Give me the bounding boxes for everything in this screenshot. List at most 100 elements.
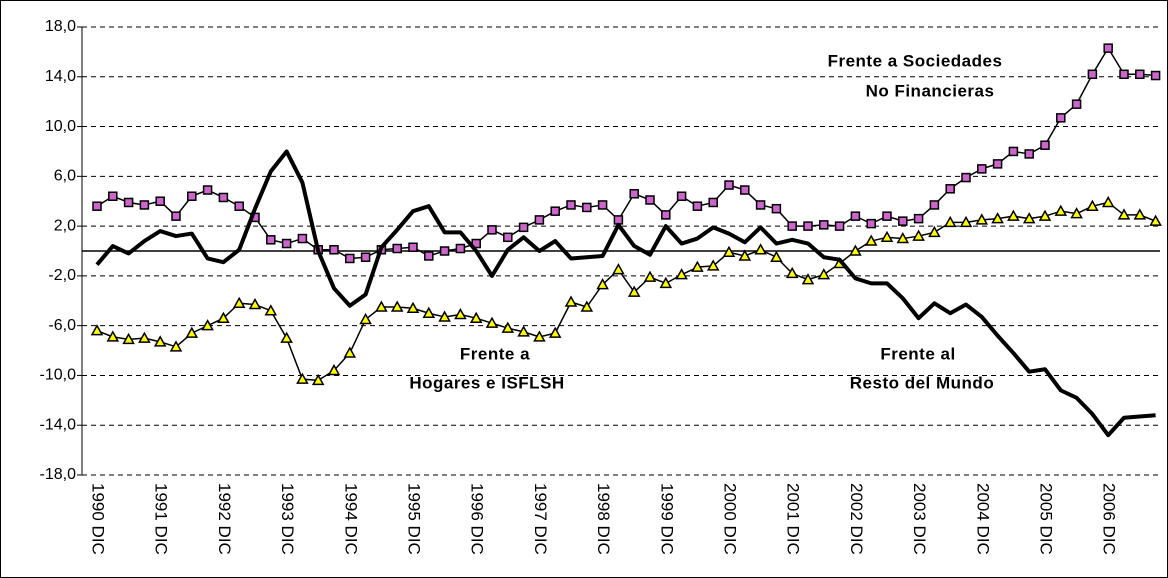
marker: [1007, 209, 1020, 221]
x-tick-label: 1997 DIC: [531, 483, 550, 555]
marker: [503, 232, 513, 243]
marker: [534, 215, 545, 225]
marker: [296, 372, 309, 384]
marker: [817, 268, 831, 280]
marker: [1150, 70, 1161, 81]
marker: [803, 221, 813, 231]
x-tick-label: 2003 DIC: [910, 483, 929, 555]
annotation: Frente al: [880, 344, 955, 363]
marker: [929, 200, 940, 210]
y-tick-label: -6,0: [48, 317, 76, 334]
marker: [850, 211, 861, 221]
marker: [469, 311, 483, 323]
marker: [187, 191, 197, 201]
marker: [1086, 199, 1099, 211]
marker: [564, 295, 578, 307]
marker: [1071, 99, 1082, 109]
marker: [738, 249, 752, 261]
marker: [1054, 204, 1068, 216]
marker: [266, 235, 276, 245]
marker: [329, 245, 339, 255]
marker: [1040, 140, 1050, 150]
marker: [438, 310, 451, 322]
marker: [406, 301, 420, 313]
marker: [234, 201, 244, 211]
annotation: Frente a Sociedades: [828, 51, 1003, 70]
marker: [834, 221, 845, 231]
marker: [375, 300, 388, 312]
marker: [597, 200, 608, 210]
marker: [390, 300, 404, 312]
marker: [1024, 149, 1034, 159]
marker: [345, 253, 355, 264]
y-tick-label: 10,0: [45, 118, 76, 135]
x-tick-label: 1995 DIC: [405, 483, 424, 555]
marker: [501, 321, 515, 333]
marker: [819, 220, 829, 230]
y-tick-label: -10,0: [40, 367, 77, 384]
marker: [566, 200, 576, 210]
marker: [582, 202, 592, 213]
marker: [392, 243, 402, 254]
marker: [975, 213, 989, 225]
marker: [866, 218, 876, 229]
annotation: No Financieras: [866, 81, 995, 100]
annotation: Resto del Mundo: [850, 373, 994, 392]
marker: [248, 297, 262, 310]
marker: [754, 243, 767, 255]
y-tick-label: 18,0: [45, 18, 76, 35]
marker: [880, 230, 894, 243]
marker: [422, 306, 436, 318]
marker: [943, 215, 957, 228]
marker: [139, 200, 150, 210]
marker: [724, 180, 734, 190]
y-tick-label: -14,0: [40, 416, 77, 433]
marker: [281, 238, 292, 249]
marker: [550, 206, 560, 216]
marker: [408, 242, 418, 253]
marker: [202, 185, 213, 195]
marker: [1103, 43, 1113, 53]
marker: [1119, 69, 1129, 80]
marker: [454, 307, 467, 320]
marker: [643, 270, 657, 282]
x-tick-label: 1991 DIC: [152, 483, 171, 555]
marker: [580, 300, 594, 312]
marker: [912, 229, 925, 241]
marker: [518, 222, 529, 233]
marker: [882, 211, 892, 221]
x-tick-label: 1996 DIC: [468, 483, 487, 555]
marker: [928, 225, 941, 238]
marker: [1008, 146, 1019, 157]
marker: [218, 192, 229, 203]
y-tick-label: -2,0: [48, 267, 76, 284]
marker: [217, 311, 230, 323]
marker: [864, 234, 878, 246]
marker: [487, 225, 497, 235]
marker: [533, 330, 546, 342]
marker: [661, 210, 671, 220]
marker: [171, 211, 181, 221]
marker: [740, 185, 750, 195]
marker: [992, 159, 1003, 169]
marker: [360, 252, 371, 262]
marker: [517, 325, 530, 337]
y-tick-label: 14,0: [45, 68, 76, 85]
marker: [1101, 195, 1115, 208]
marker: [359, 312, 372, 325]
marker: [106, 330, 120, 342]
marker: [548, 326, 562, 338]
marker: [708, 197, 718, 208]
marker: [1056, 113, 1066, 123]
x-tick-label: 1998 DIC: [594, 483, 613, 555]
marker: [1149, 214, 1162, 226]
marker: [424, 251, 434, 261]
marker: [455, 243, 466, 254]
marker: [613, 215, 624, 225]
marker: [169, 340, 183, 352]
marker: [770, 250, 783, 262]
marker: [896, 232, 910, 244]
marker: [913, 213, 924, 224]
marker: [596, 278, 609, 290]
